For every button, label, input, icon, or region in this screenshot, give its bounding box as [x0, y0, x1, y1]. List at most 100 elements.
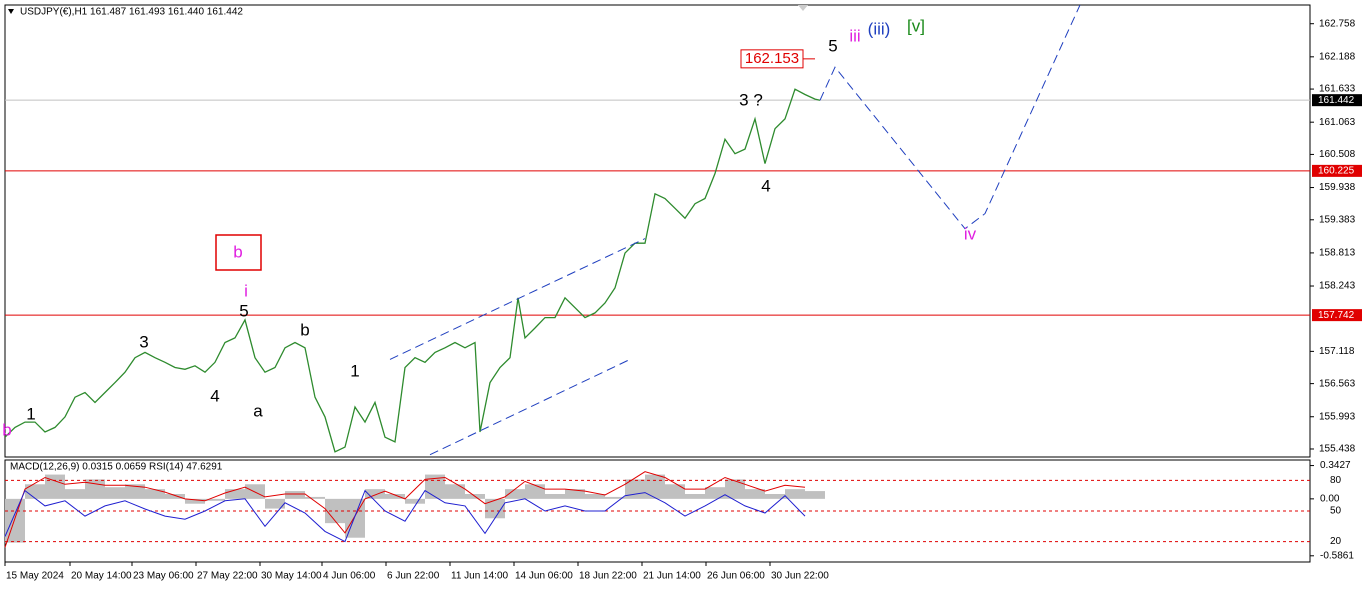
wave-label: b: [300, 320, 309, 339]
x-tick-label: 20 May 14:00: [71, 571, 132, 582]
wave-label: 4: [761, 176, 770, 195]
level-label-bg: [1312, 309, 1362, 322]
macd-bar: [705, 487, 725, 499]
macd-bar: [285, 491, 305, 499]
macd-bar: [365, 489, 385, 499]
x-tick-label: 14 Jun 06:00: [515, 571, 573, 582]
wave-label: 5: [239, 301, 248, 320]
y-tick-label: 161.633: [1319, 84, 1356, 95]
macd-tick-label: -0.5861: [1320, 550, 1354, 561]
level-label-bg: [1312, 164, 1362, 177]
wave-label: (iii): [868, 19, 891, 38]
macd-bar: [725, 479, 745, 499]
indicator-title: MACD(12,26,9) 0.0315 0.0659 RSI(14) 47.6…: [10, 462, 223, 473]
macd-bar: [585, 494, 605, 499]
macd-bar: [65, 489, 85, 499]
macd-bar: [545, 494, 565, 499]
target-label: 162.153: [745, 50, 799, 67]
macd-bar: [625, 479, 645, 499]
macd-bar: [525, 484, 545, 499]
rsi-tick-label: 80: [1330, 475, 1342, 486]
macd-bar: [445, 484, 465, 499]
x-tick-label: 21 Jun 14:00: [643, 571, 701, 582]
price-line: [819, 5, 1081, 230]
wave-label: b: [233, 242, 242, 261]
macd-tick-label: 0.3427: [1320, 460, 1351, 471]
price-line: [389, 238, 646, 360]
y-tick-label: 159.938: [1319, 182, 1356, 193]
wave-label: [v]: [907, 16, 925, 35]
price-line: [5, 88, 821, 453]
y-tick-label: 162.188: [1319, 51, 1356, 62]
wave-label: 1: [26, 404, 35, 423]
y-tick-label: 155.993: [1319, 411, 1356, 422]
macd-bar: [385, 494, 405, 499]
y-tick-label: 160.508: [1319, 149, 1356, 160]
wave-label: 3: [139, 332, 148, 351]
macd-bar: [665, 484, 685, 499]
macd-bar: [265, 498, 285, 509]
y-tick-label: 157.118: [1319, 346, 1355, 357]
x-tick-label: 23 May 06:00: [133, 571, 194, 582]
x-tick-label: 26 Jun 06:00: [707, 571, 765, 582]
wave-label: b: [2, 420, 11, 439]
macd-bar: [405, 498, 425, 504]
macd-bar: [485, 498, 505, 519]
level-label: 160.225: [1318, 166, 1355, 177]
y-tick-label: 159.383: [1319, 214, 1356, 225]
macd-bar: [745, 489, 765, 499]
main-frame: [4, 4, 1311, 458]
macd-bar: [645, 474, 665, 499]
x-tick-label: 4 Jun 06:00: [323, 571, 376, 582]
level-label: 157.742: [1318, 310, 1355, 321]
price-line: [429, 358, 631, 456]
y-tick-label: 155.438: [1319, 444, 1356, 455]
macd-bar: [305, 496, 325, 499]
macd-bar: [225, 489, 245, 499]
y-tick-label: 161.063: [1319, 117, 1356, 128]
x-tick-label: 30 Jun 22:00: [771, 571, 829, 582]
macd-bar: [765, 494, 785, 499]
x-tick-label: 18 Jun 22:00: [579, 571, 637, 582]
x-tick-label: 15 May 2024: [6, 571, 64, 582]
wave-label: iv: [964, 224, 977, 243]
wave-label: a: [253, 401, 263, 420]
macd-bar: [125, 484, 145, 499]
y-tick-label: 162.758: [1319, 18, 1356, 29]
macd-bar: [565, 489, 585, 499]
macd-bar: [25, 484, 45, 499]
x-tick-label: 6 Jun 22:00: [387, 571, 440, 582]
macd-bar: [145, 489, 165, 499]
wave-label: 4: [210, 386, 219, 405]
shift-marker: [798, 5, 808, 11]
menu-arrow: [8, 9, 14, 14]
macd-bar: [605, 496, 625, 499]
macd-bar: [5, 498, 25, 543]
x-tick-label: 11 Jun 14:00: [451, 571, 509, 582]
rsi-line: [4, 489, 806, 543]
y-tick-label: 158.243: [1319, 281, 1356, 292]
macd-bar: [185, 498, 205, 504]
macd-bar: [685, 494, 705, 499]
wave-label: 3 ?: [739, 90, 763, 109]
wave-label: iii: [849, 26, 860, 45]
wave-label: 1: [350, 361, 359, 380]
wave-label: 5: [828, 36, 837, 55]
macd-bar: [105, 487, 125, 499]
x-tick-label: 30 May 14:00: [261, 571, 322, 582]
rsi-tick-label: 20: [1330, 536, 1342, 547]
current-price-label: 161.442: [1318, 95, 1355, 106]
y-tick-label: 156.563: [1319, 378, 1356, 389]
wave-label: i: [244, 281, 248, 300]
macd-bar: [205, 498, 225, 501]
macd-bar: [505, 489, 525, 499]
macd-bar: [165, 494, 185, 499]
x-tick-label: 27 May 22:00: [197, 571, 258, 582]
macd-tick-label: 0.00: [1320, 493, 1340, 504]
current-price-bg: [1312, 94, 1362, 107]
y-tick-label: 158.813: [1319, 248, 1356, 259]
macd-bar: [805, 491, 825, 499]
chart-title: USDJPY(€),H1 161.487 161.493 161.440 161…: [20, 7, 243, 18]
label-box: [215, 234, 262, 271]
